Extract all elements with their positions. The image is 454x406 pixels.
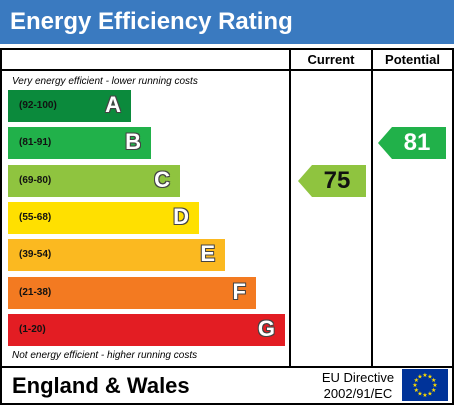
potential-rating-value: 81 (403, 129, 431, 157)
top-note: Very energy efficient - lower running co… (12, 76, 198, 87)
potential-column-header: Potential (385, 52, 440, 67)
chart-frame (0, 48, 454, 405)
region-label: England & Wales (12, 373, 190, 398)
directive-line2: 2002/91/EC (323, 386, 393, 401)
svg-text:★: ★ (427, 391, 432, 398)
band-letter: A (105, 92, 121, 117)
svg-text:★: ★ (417, 391, 422, 398)
band-f: (21-38) F (8, 276, 256, 309)
band-letter: C (154, 166, 170, 192)
svg-text:★: ★ (412, 382, 417, 389)
svg-text:★: ★ (422, 372, 427, 379)
band-range-label: (55-68) (19, 211, 52, 223)
svg-text:★: ★ (431, 377, 436, 384)
band-c: (69-80) C (8, 164, 180, 197)
svg-text:★: ★ (427, 373, 432, 380)
current-column-header: Current (307, 52, 355, 67)
potential-rating-arrow: 81 (378, 127, 446, 160)
band-a: (92-100) A (8, 90, 131, 122)
band-letter: F (232, 278, 246, 304)
svg-text:★: ★ (414, 377, 419, 384)
band-letter: E (200, 241, 215, 267)
page-title: Energy Efficiency Rating (0, 0, 454, 44)
svg-text:★: ★ (431, 387, 436, 394)
current-rating-value: 75 (323, 166, 351, 194)
svg-text:★: ★ (422, 392, 427, 399)
svg-text:★: ★ (417, 373, 422, 380)
current-rating-arrow: 75 (298, 164, 366, 197)
bottom-note: Not energy efficient - higher running co… (12, 350, 198, 361)
svg-text:★: ★ (414, 387, 419, 394)
band-d: (55-68) D (8, 201, 199, 234)
band-range-label: (1-20) (19, 323, 46, 335)
band-g: (1-20) G (8, 313, 285, 346)
column-divider-potential (371, 48, 373, 367)
band-range-label: (69-80) (19, 174, 52, 186)
band-letter: G (257, 315, 275, 341)
band-range-label: (39-54) (19, 249, 52, 261)
header-row-divider (0, 69, 454, 71)
eu-flag-icon: ★ ★ ★ ★ ★ ★ ★ ★ ★ ★ ★ ★ (402, 369, 448, 401)
svg-text:★: ★ (432, 382, 437, 389)
band-range-label: (81-91) (19, 137, 52, 149)
band-range-label: (21-38) (19, 286, 52, 298)
footer-divider (0, 366, 454, 368)
column-divider-current (289, 48, 291, 367)
band-letter: D (173, 203, 189, 229)
band-letter: B (125, 129, 141, 155)
band-e: (39-54) E (8, 239, 225, 272)
directive-line1: EU Directive (321, 370, 395, 385)
band-b: (81-91) B (8, 127, 151, 160)
band-range-label: (92-100) (19, 100, 57, 111)
